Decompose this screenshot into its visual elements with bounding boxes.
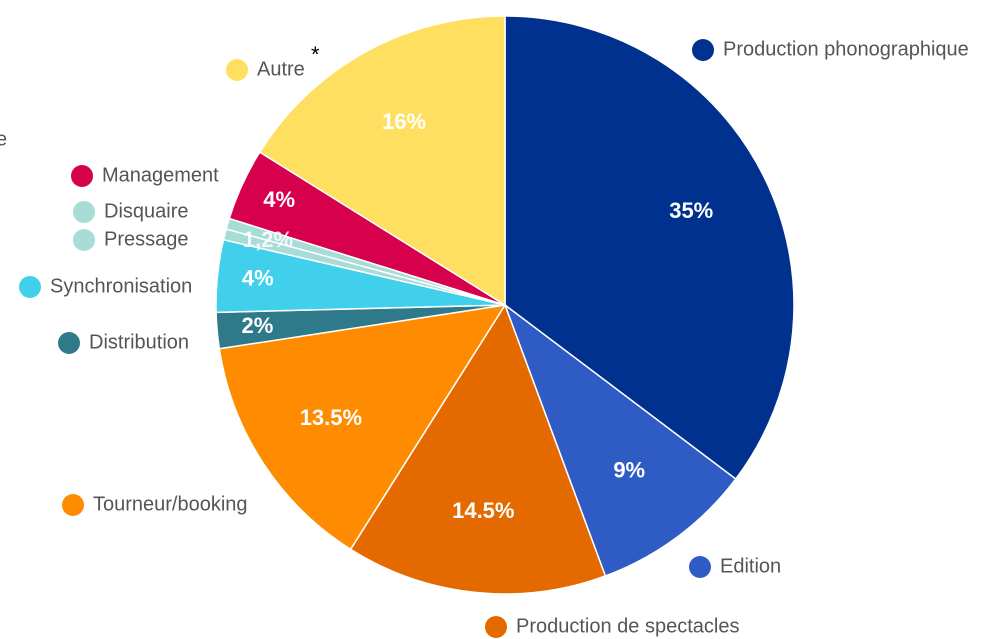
value-label: 13.5%: [300, 405, 362, 430]
value-label: 4%: [242, 266, 274, 291]
pie-slice: [504, 15, 795, 481]
legend-label: Production phonographique: [723, 38, 969, 60]
legend-marker: [71, 165, 93, 187]
value-label: 16%: [382, 109, 426, 134]
legend-marker: [62, 494, 84, 516]
legend-marker: [226, 59, 248, 81]
legend-label: Autre: [257, 58, 305, 80]
pie-slice: [349, 303, 607, 595]
legend-label: Tourneur/booking: [93, 493, 248, 515]
pie-slice: [258, 15, 506, 307]
value-label: 35%: [669, 198, 713, 223]
legend-marker: [58, 332, 80, 354]
legend-label: Synchronisation: [50, 275, 192, 297]
value-label: 9%: [613, 458, 645, 483]
legend-label: Production de spectacles: [516, 615, 739, 637]
legend-marker: [19, 276, 41, 298]
value-label: 1,2%: [243, 227, 293, 252]
legend-label: Disquaire: [104, 200, 188, 222]
pie-slice: [218, 304, 507, 551]
legend-marker: [73, 229, 95, 251]
legend-marker: [73, 201, 95, 223]
legend-note: *: [311, 42, 320, 67]
value-label: 2%: [242, 313, 274, 338]
legend-label: Pressage: [104, 228, 189, 250]
legend-label: Distribution: [89, 331, 189, 353]
value-label: 4%: [263, 187, 295, 212]
pie-slice: [503, 302, 737, 577]
legend-label: Edition: [720, 555, 781, 577]
value-label: 14.5%: [452, 498, 514, 523]
legend-marker: [692, 39, 714, 61]
legend-marker: [485, 616, 507, 638]
legend-label: Management: [102, 164, 219, 186]
stray-text: e: [0, 128, 7, 150]
legend-marker: [689, 556, 711, 578]
